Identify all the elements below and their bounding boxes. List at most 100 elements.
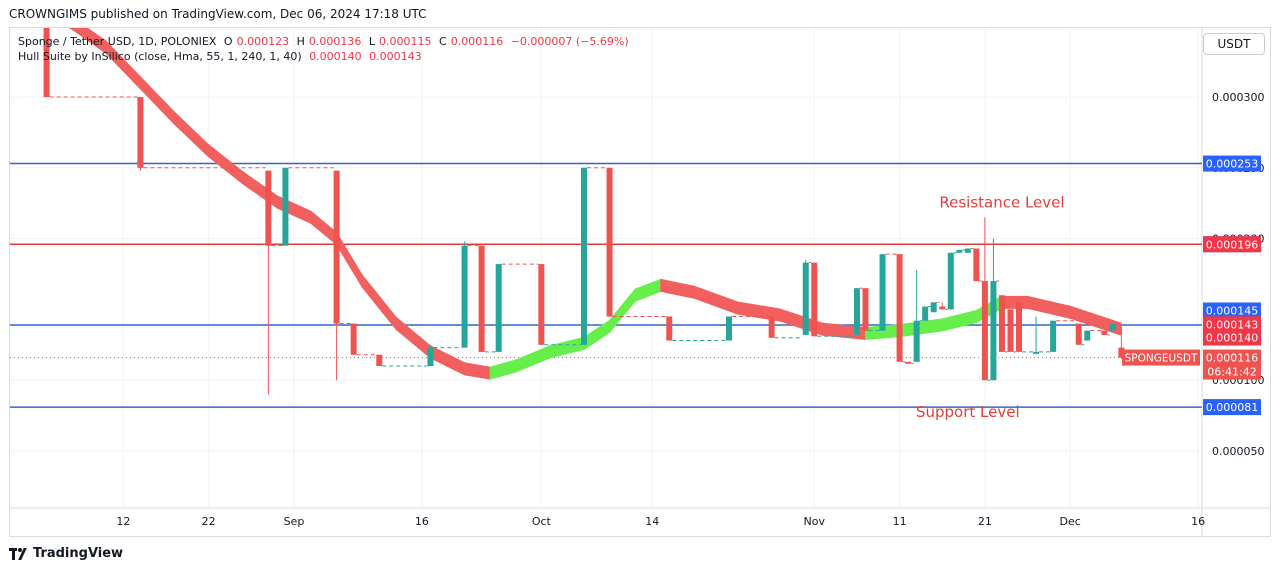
y-tick-label: 0.000050 [1212,445,1265,458]
legend-indicator-line: Hull Suite by InSilico (close, Hma, 55, … [18,49,633,64]
candle-body[interactable] [1118,347,1125,358]
level-price-badge-bg[interactable] [1203,399,1261,416]
candle-body[interactable] [1033,351,1040,354]
candle-body[interactable] [725,316,732,341]
legend-indicator[interactable]: Hull Suite by InSilico (close, Hma, 55, … [18,50,302,63]
candle-body[interactable] [930,302,937,313]
level-price-badge-bg[interactable] [1203,236,1261,253]
hull-band-segment [660,278,696,300]
candle-body[interactable] [1007,309,1014,352]
bar-countdown: 06:41:42 [1207,366,1256,379]
x-tick-label: 16 [1191,515,1205,528]
candle-body[interactable] [1050,320,1057,352]
chart-annotation: Resistance Level [939,193,1064,211]
price-chart[interactable]: Resistance Level Support Level 0.000300 0.0… [10,28,1270,536]
hull-band-segment [395,316,431,359]
candle-body[interactable] [981,281,988,381]
candle-body[interactable] [376,354,383,367]
candle-body[interactable] [862,288,869,331]
candle-body[interactable] [802,262,809,335]
indicator-price-badge-bg[interactable] [1203,302,1261,319]
candle-body[interactable] [495,264,502,352]
level-price-badge: 0.000081 [1206,401,1259,414]
tradingview-mark-icon [9,547,29,560]
hull-band-segment [899,318,943,338]
legend-indicator-value-2: 0.000143 [369,50,422,63]
candle-body[interactable] [1101,330,1108,335]
x-tick-label: 22 [202,515,216,528]
candle-body[interactable] [427,347,434,367]
legend-open: 0.000123 [236,35,290,48]
indicator-price-badge-bg[interactable] [1203,329,1261,346]
tradingview-logo[interactable]: TradingView [9,546,123,561]
hull-band-segment [464,362,491,380]
candle-body[interactable] [905,361,912,364]
candle-body[interactable] [1109,323,1116,331]
legend-indicator-value-1: 0.000140 [309,50,362,63]
x-tick-label: Oct [532,515,552,528]
hull-band-segment [242,170,278,209]
candle-body[interactable] [461,245,468,348]
symbol-badge: SPONGEUSDT [1125,353,1198,365]
legend-symbol[interactable]: Sponge / Tether USD, 1D, POLONIEX [18,35,217,48]
candle-body[interactable] [478,245,485,352]
hull-band-segment [336,230,363,289]
candle-body[interactable] [538,264,545,345]
candle-body[interactable] [666,316,673,341]
candle-body[interactable] [998,295,1005,352]
legend-open-label: O [223,35,233,48]
candle-body[interactable] [811,262,818,337]
candle-body[interactable] [350,323,357,355]
candle-body[interactable] [956,249,963,253]
candle-body[interactable] [1016,302,1023,352]
candle-body[interactable] [137,97,144,168]
hull-band-segment [941,309,977,332]
hull-band-segment [68,28,73,31]
legend-high-label: H [296,35,305,48]
indicator-price-badge-bg[interactable] [1203,316,1261,333]
candle-body[interactable] [1084,330,1091,341]
candle-body[interactable] [879,254,886,331]
candle-body[interactable] [896,254,903,362]
hull-band-segment [634,278,662,302]
hull-band-segment [975,295,1003,324]
indicator-price-badge: 0.000145 [1206,304,1259,317]
level-price-badge-bg[interactable] [1203,155,1261,172]
candle-body[interactable] [973,248,980,282]
candle-body[interactable] [1075,323,1082,345]
candle-body[interactable] [990,281,997,381]
x-tick-label: 11 [893,515,907,528]
candle-body[interactable] [282,167,289,246]
candle-body[interactable] [964,248,971,253]
hull-band-segment [361,273,397,331]
current-price-badge-bg[interactable] [1203,349,1261,380]
candle-body[interactable] [947,252,954,310]
legend-symbol-line: Sponge / Tether USD, 1D, POLONIEX O 0.000… [18,34,633,49]
currency-button[interactable]: USDT [1203,33,1265,55]
candle-body[interactable] [922,306,929,321]
candle-body[interactable] [580,167,587,345]
chart-frame[interactable]: Resistance Level Support Level 0.000300 0.0… [9,27,1271,537]
chart-legend: Sponge / Tether USD, 1D, POLONIEX O 0.000… [18,34,633,64]
hull-band-segment [1027,295,1071,319]
tradingview-brand: TradingView [33,546,124,561]
candle-body[interactable] [853,288,860,335]
candle-body[interactable] [939,306,946,310]
hull-band-segment [515,345,551,373]
candle-body[interactable] [333,170,340,324]
legend-low: 0.000115 [379,35,432,48]
publisher-line: CROWNGIMS published on TradingView.com, … [9,7,427,21]
candle-body[interactable] [606,167,613,317]
candle-body[interactable] [913,320,920,362]
symbol-badge-bg[interactable] [1122,349,1200,366]
indicator-price-badge: 0.000143 [1206,318,1259,331]
hull-band-segment [609,287,636,334]
x-tick-label: 21 [978,515,992,528]
level-price-badge: 0.000253 [1206,158,1259,171]
candle-body[interactable] [265,170,272,246]
candle-body[interactable] [43,28,50,97]
candle-body[interactable] [768,316,775,338]
hull-band-segment [489,359,517,380]
legend-change: −0.000007 (−5.69%) [510,35,629,48]
x-tick-label: Sep [284,515,305,528]
